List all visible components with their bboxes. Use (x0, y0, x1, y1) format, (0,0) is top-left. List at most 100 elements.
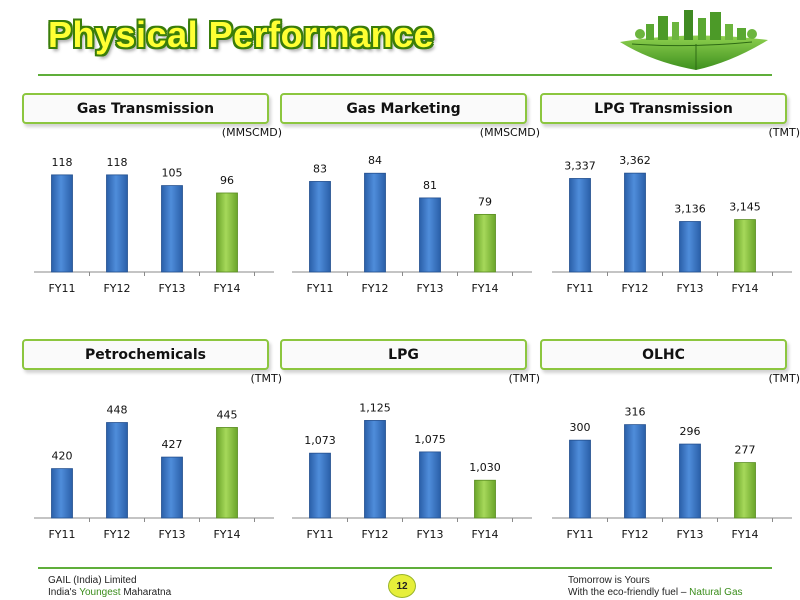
bar-chart: 300 FY11 316 FY12 296 FY13 277 FY14 (552, 406, 792, 541)
bar-fy11 (51, 468, 73, 519)
data-label: 1,073 (304, 434, 336, 447)
bar-fy14 (734, 219, 756, 273)
bar-fy14 (216, 192, 238, 273)
bar-fy11 (309, 181, 331, 273)
panel-title: Gas Marketing (280, 93, 527, 124)
footer-divider (38, 567, 772, 569)
data-label: 118 (107, 156, 128, 169)
bar-fy13 (161, 185, 183, 273)
bar-fy13 (419, 451, 441, 519)
bar-fy14 (474, 479, 496, 519)
x-tick-label: FY14 (213, 282, 240, 295)
x-tick-label: FY14 (731, 528, 758, 541)
x-tick-label: FY12 (361, 528, 388, 541)
slogan-highlight: Youngest (79, 587, 121, 598)
x-tick-label: FY12 (621, 282, 648, 295)
tagline-line2: With the eco-friendly fuel – Natural Gas (568, 587, 743, 599)
data-label: 277 (735, 444, 756, 457)
x-tick-label: FY13 (158, 282, 185, 295)
bar-fy11 (309, 452, 331, 519)
data-label: 448 (107, 404, 128, 417)
data-label: 83 (313, 162, 327, 175)
panel-gas-transmission: Gas Transmission (MMSCMD) 118 FY11 118 FY12… (22, 93, 282, 295)
data-label: 84 (368, 154, 382, 167)
x-tick-label: FY11 (48, 282, 75, 295)
data-label: 79 (478, 195, 492, 208)
unit-label: (TMT) (768, 126, 800, 139)
header-divider (38, 74, 772, 76)
page-number-badge: 12 (388, 574, 416, 598)
slogan-text-end: Maharatna (120, 587, 172, 598)
tagline-text: With the eco-friendly fuel – (568, 587, 690, 598)
bar-fy13 (679, 221, 701, 273)
x-tick-label: FY11 (48, 528, 75, 541)
data-label: 3,362 (619, 154, 651, 167)
data-label: 105 (162, 167, 183, 180)
unit-label: (MMSCMD) (479, 126, 540, 139)
data-label: 445 (217, 408, 238, 421)
footer-tagline: Tomorrow is Yours With the eco-friendly … (568, 575, 743, 599)
bar-chart: 83 FY11 84 FY12 81 FY13 79 FY14 (292, 154, 532, 295)
bar-chart: 118 FY11 118 FY12 105 FY13 96 FY14 (34, 156, 274, 295)
bar-fy14 (474, 213, 496, 273)
bar-fy14 (216, 427, 238, 519)
data-label: 81 (423, 179, 437, 192)
tagline-highlight: Natural Gas (689, 587, 743, 598)
panel-gas-marketing: Gas Marketing (MMSCMD) 83 FY11 84 FY12 81 FY1… (280, 93, 540, 295)
panel-lpg-transmission: LPG Transmission (TMT) 3,337 FY11 3,362 FY1… (540, 93, 800, 295)
bar-fy12 (106, 174, 128, 273)
x-tick-label: FY13 (676, 282, 703, 295)
bar-fy11 (51, 174, 73, 273)
x-tick-label: FY12 (621, 528, 648, 541)
x-tick-label: FY14 (471, 528, 498, 541)
x-tick-label: FY13 (676, 528, 703, 541)
bar-chart: 420 FY11 448 FY12 427 FY13 445 FY14 (34, 404, 274, 541)
x-tick-label: FY14 (471, 282, 498, 295)
company-slogan: India's Youngest Maharatna (48, 587, 171, 599)
data-label: 3,145 (729, 201, 761, 214)
x-tick-label: FY13 (416, 282, 443, 295)
green-city-leaf-logo (620, 10, 768, 70)
bar-chart: 3,337 FY11 3,362 FY12 3,136 FY13 3,145 FY14 (552, 154, 792, 295)
panel-title: LPG (280, 339, 527, 370)
x-tick-label: FY11 (566, 528, 593, 541)
slogan-text: India's (48, 587, 80, 598)
panel-title: Gas Transmission (22, 93, 269, 124)
panel-title: Petrochemicals (22, 339, 269, 370)
bar-fy12 (624, 172, 646, 273)
x-tick-label: FY13 (416, 528, 443, 541)
x-tick-label: FY13 (158, 528, 185, 541)
bar-fy12 (364, 420, 386, 519)
x-tick-label: FY14 (213, 528, 240, 541)
x-tick-label: FY12 (103, 528, 130, 541)
company-name: GAIL (India) Limited (48, 575, 137, 586)
bar-fy13 (419, 197, 441, 273)
x-tick-label: FY11 (306, 528, 333, 541)
bar-fy12 (624, 424, 646, 519)
unit-label: (TMT) (768, 372, 800, 385)
data-label: 118 (52, 156, 73, 169)
unit-label: (TMT) (250, 372, 282, 385)
x-tick-label: FY14 (731, 282, 758, 295)
data-label: 3,136 (674, 202, 706, 215)
bar-fy12 (364, 172, 386, 273)
footer-company: GAIL (India) Limited India's Youngest Ma… (48, 575, 171, 599)
x-tick-label: FY12 (361, 282, 388, 295)
bar-fy13 (679, 443, 701, 519)
bar-fy13 (161, 456, 183, 519)
panel-olhc: OLHC (TMT) 300 FY11 316 FY12 296 FY13 277 FY14 (540, 339, 800, 541)
x-tick-label: FY12 (103, 282, 130, 295)
page-title: Physical Performance (48, 14, 435, 55)
data-label: 300 (570, 421, 591, 434)
panel-title: LPG Transmission (540, 93, 787, 124)
data-label: 296 (680, 425, 701, 438)
bar-fy11 (569, 439, 591, 519)
data-label: 1,075 (414, 433, 446, 446)
data-label: 1,125 (359, 401, 391, 414)
bar-chart: 1,073 FY11 1,125 FY12 1,075 FY13 1,030 FY14 (292, 401, 532, 541)
data-label: 316 (625, 406, 646, 419)
tagline-line1: Tomorrow is Yours (568, 575, 650, 586)
data-label: 420 (52, 450, 73, 463)
data-label: 1,030 (469, 461, 501, 474)
data-label: 3,337 (564, 159, 596, 172)
